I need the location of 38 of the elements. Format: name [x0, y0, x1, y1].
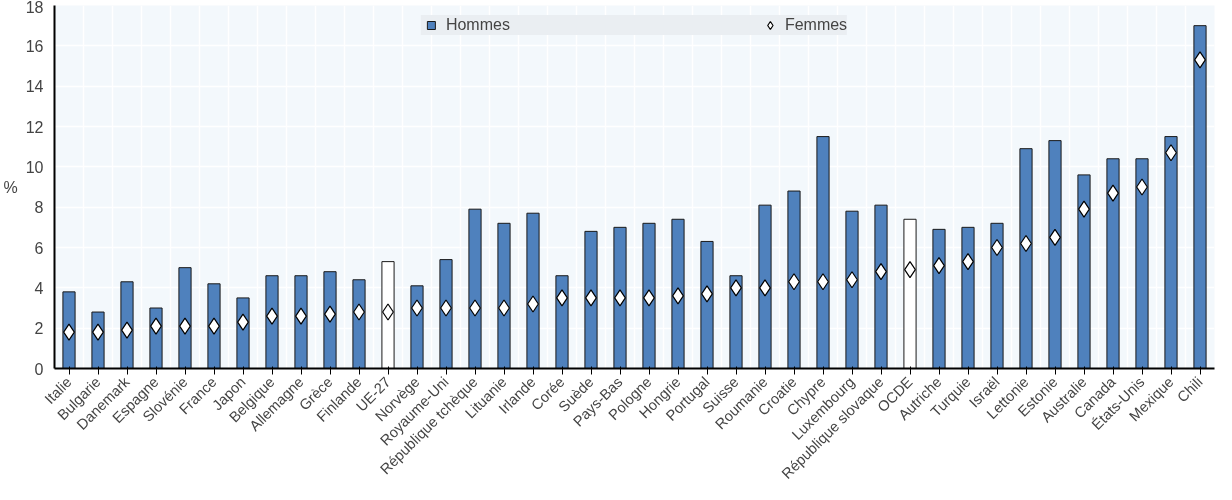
bar: [613, 226, 627, 369]
bar: [497, 222, 511, 369]
bar: [1164, 136, 1178, 369]
y-tick-label: 18: [25, 0, 44, 16]
bar: [468, 208, 482, 369]
y-tick-label: 16: [25, 37, 44, 55]
bar: [700, 240, 714, 369]
bar: [758, 204, 772, 369]
y-tick-label: 12: [25, 118, 44, 136]
y-tick-label: 6: [34, 239, 44, 257]
y-tick-label: 2: [34, 320, 44, 338]
bar: [1077, 174, 1091, 369]
bar: [642, 222, 656, 369]
bar: [1106, 158, 1120, 369]
y-tick-label: 10: [25, 158, 44, 176]
y-axis-title: %: [3, 178, 18, 196]
legend-label: Hommes: [445, 16, 510, 34]
bar: [932, 228, 946, 369]
bar: [787, 190, 801, 369]
y-tick-label: 8: [34, 199, 44, 217]
bar: [874, 204, 888, 369]
bar: [584, 230, 598, 369]
bar: [1135, 158, 1149, 369]
bar: [990, 222, 1004, 369]
bar: [961, 226, 975, 369]
bar: [816, 136, 830, 369]
y-tick-label: 0: [34, 360, 44, 378]
bar: [671, 218, 685, 369]
bar: [1019, 148, 1033, 369]
bar: [323, 271, 337, 369]
bar: [439, 259, 453, 369]
y-tick-label: 4: [34, 279, 44, 297]
bar: [845, 210, 859, 369]
bar: [1193, 25, 1207, 369]
y-tick-label: 14: [25, 78, 44, 96]
bar: [526, 212, 540, 369]
bar: [1048, 140, 1062, 369]
legend-label: Femmes: [784, 16, 848, 34]
